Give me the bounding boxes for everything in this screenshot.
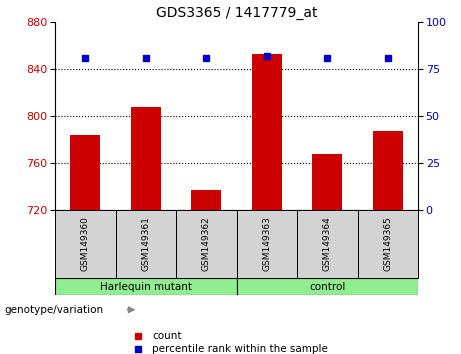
Text: genotype/variation: genotype/variation xyxy=(5,305,104,315)
Text: count: count xyxy=(152,331,182,341)
Text: GSM149363: GSM149363 xyxy=(262,217,271,272)
Bar xyxy=(55,278,236,295)
Bar xyxy=(236,210,297,278)
Text: GSM149364: GSM149364 xyxy=(323,217,332,272)
Text: GSM149361: GSM149361 xyxy=(141,217,150,272)
Title: GDS3365 / 1417779_at: GDS3365 / 1417779_at xyxy=(156,6,317,19)
Text: percentile rank within the sample: percentile rank within the sample xyxy=(152,344,328,354)
Text: GSM149362: GSM149362 xyxy=(202,217,211,272)
Text: control: control xyxy=(309,281,345,291)
Bar xyxy=(116,210,176,278)
Bar xyxy=(70,135,100,210)
Bar xyxy=(297,210,357,278)
Bar xyxy=(236,278,418,295)
Bar xyxy=(252,54,282,210)
Bar xyxy=(372,131,403,210)
Text: GSM149360: GSM149360 xyxy=(81,217,90,272)
Bar xyxy=(312,154,343,210)
Text: GSM149365: GSM149365 xyxy=(383,217,392,272)
Bar xyxy=(55,210,116,278)
Bar xyxy=(357,210,418,278)
Bar xyxy=(130,107,161,210)
Bar xyxy=(176,210,236,278)
Text: Harlequin mutant: Harlequin mutant xyxy=(100,281,192,291)
Bar xyxy=(191,190,221,210)
